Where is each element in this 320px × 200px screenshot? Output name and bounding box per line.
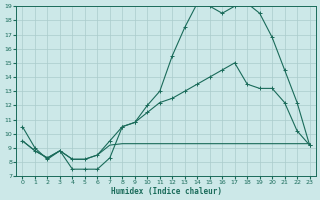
X-axis label: Humidex (Indice chaleur): Humidex (Indice chaleur) <box>110 187 221 196</box>
